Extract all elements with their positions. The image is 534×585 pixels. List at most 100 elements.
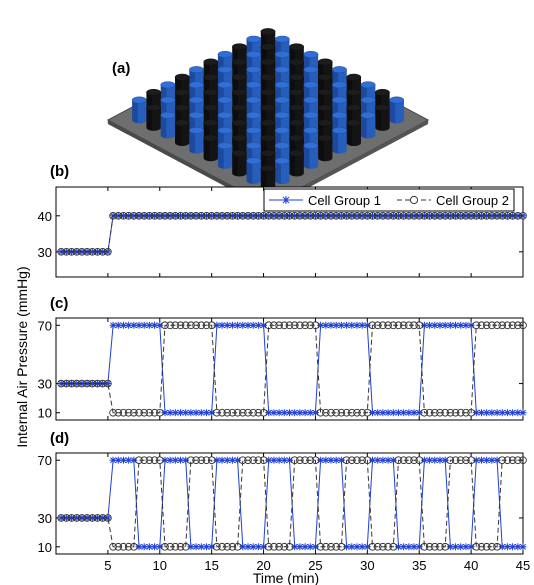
data-point-star	[130, 456, 138, 464]
data-point-circle	[264, 542, 273, 551]
data-point-circle	[244, 408, 252, 417]
cell-blue	[389, 96, 405, 124]
data-point-circle	[104, 379, 112, 388]
data-point-circle	[306, 321, 315, 330]
cell-black	[289, 149, 305, 177]
data-point-circle	[363, 408, 372, 417]
data-point-circle	[109, 408, 117, 417]
data-point-star	[286, 456, 293, 464]
data-point-circle	[67, 514, 76, 522]
data-point-circle	[373, 211, 382, 220]
data-point-circle	[456, 211, 465, 220]
data-point-circle	[394, 211, 403, 220]
data-point-star	[208, 409, 216, 417]
data-point-circle	[109, 542, 117, 551]
data-point-circle	[332, 408, 341, 417]
data-point-circle	[384, 321, 392, 330]
data-point-circle	[477, 321, 486, 330]
data-point-circle	[280, 211, 289, 220]
data-point-circle	[389, 542, 398, 551]
data-point-circle	[166, 321, 175, 330]
cell-blue	[360, 111, 376, 139]
axes-box	[55, 317, 524, 421]
data-point-circle	[301, 211, 309, 220]
data-point-circle	[415, 456, 424, 465]
data-point-star	[441, 456, 449, 464]
data-point-circle	[129, 211, 138, 220]
data-point-circle	[155, 211, 164, 220]
series-line	[61, 459, 523, 548]
data-point-star	[348, 543, 356, 551]
data-point-circle	[275, 211, 283, 220]
data-point-circle	[140, 408, 149, 417]
data-point-circle	[202, 456, 211, 465]
y-axis-label: Internal Air Pressure (mmHg)	[14, 266, 30, 447]
data-point-circle	[327, 211, 335, 220]
data-point-circle	[228, 542, 237, 551]
data-point-circle	[441, 542, 450, 551]
data-point-star	[363, 543, 371, 551]
cell-black	[174, 119, 190, 146]
data-point-circle	[347, 456, 356, 465]
data-point-circle	[451, 408, 460, 417]
data-point-circle	[451, 456, 460, 465]
data-point-circle	[233, 408, 242, 417]
data-point-circle	[456, 456, 465, 465]
data-point-star	[182, 456, 190, 464]
data-point-circle	[98, 379, 107, 388]
legend-box	[263, 188, 515, 212]
x-axis-label: Time (min)	[253, 570, 319, 585]
data-point-star	[472, 409, 480, 417]
data-point-circle	[62, 247, 71, 256]
data-point-star	[311, 409, 319, 417]
data-point-circle	[327, 542, 335, 551]
cell-black	[203, 134, 219, 162]
y-tick-label: 70	[38, 453, 52, 468]
data-point-circle	[415, 211, 424, 220]
data-point-circle	[275, 321, 283, 330]
data-point-circle	[472, 321, 481, 330]
data-point-circle	[337, 542, 346, 551]
cell-black	[231, 149, 247, 177]
data-point-circle	[519, 321, 527, 330]
cell-black	[317, 134, 333, 162]
data-point-star	[213, 456, 221, 464]
data-point-star	[260, 321, 268, 329]
data-point-circle	[285, 542, 294, 551]
data-point-circle	[404, 211, 413, 220]
data-point-circle	[181, 211, 190, 220]
data-point-circle	[140, 211, 149, 220]
data-point-circle	[72, 379, 81, 388]
data-point-star	[151, 321, 159, 329]
data-point-circle	[321, 408, 330, 417]
data-point-circle	[114, 408, 123, 417]
data-point-circle	[462, 408, 470, 417]
data-point-star	[394, 543, 402, 551]
panel-label-b: (b)	[50, 163, 69, 180]
chart-panel-c: 10 30 70	[38, 317, 527, 421]
data-point-circle	[135, 211, 143, 220]
data-point-circle	[311, 456, 320, 465]
data-point-circle	[296, 456, 304, 465]
x-tick-label: 10	[153, 558, 167, 573]
data-point-star	[452, 321, 460, 329]
data-point-circle	[430, 408, 439, 417]
data-point-circle	[513, 321, 522, 330]
data-point-circle	[436, 408, 444, 417]
x-tick-label: 25	[308, 558, 322, 573]
data-point-star	[156, 321, 164, 329]
data-point-circle	[353, 408, 361, 417]
data-point-star	[202, 409, 210, 417]
data-point-circle	[114, 542, 123, 551]
data-point-star	[457, 321, 465, 329]
data-point-circle	[311, 211, 320, 220]
data-point-circle	[238, 456, 247, 465]
x-tick-label: 45	[516, 558, 530, 573]
data-point-star	[379, 409, 387, 417]
data-point-circle	[88, 247, 97, 256]
data-point-circle	[176, 211, 185, 220]
data-point-star	[119, 321, 127, 329]
data-point-circle	[321, 211, 330, 220]
data-point-circle	[145, 211, 154, 220]
